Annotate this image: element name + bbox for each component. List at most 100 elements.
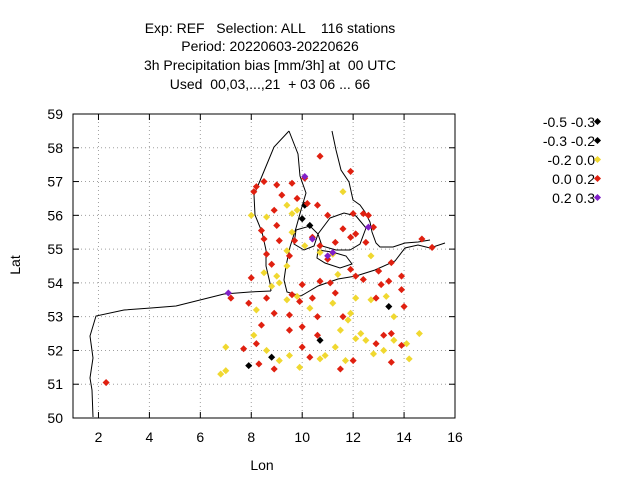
data-point	[357, 330, 365, 338]
data-point	[257, 226, 265, 235]
data-point	[298, 281, 306, 289]
data-point	[306, 221, 314, 230]
data-point	[324, 211, 332, 219]
data-point	[352, 335, 360, 343]
data-point	[288, 228, 296, 236]
data-point	[397, 272, 406, 280]
x-tick-label: 8	[247, 429, 255, 445]
legend-marker	[593, 155, 602, 164]
data-point	[263, 250, 271, 258]
island-zealand	[317, 212, 367, 251]
data-point	[285, 326, 294, 334]
data-point	[293, 194, 301, 202]
data-point	[102, 378, 110, 387]
data-point	[331, 289, 339, 297]
data-point	[288, 291, 296, 299]
chart-title-line-2: Period: 20220603-20220626	[181, 38, 359, 54]
data-point	[275, 279, 283, 287]
data-point	[285, 311, 294, 319]
chart-title-line-4: Used 00,03,...,21 + 03 06 ... 66	[169, 76, 371, 92]
data-point	[308, 235, 316, 243]
data-point	[316, 242, 324, 250]
y-tick-label: 53	[47, 309, 63, 325]
legend-marker	[593, 117, 602, 126]
y-tick-label: 50	[47, 410, 63, 426]
data-point	[306, 353, 314, 361]
data-point	[316, 355, 324, 363]
x-tick-label: 12	[345, 429, 361, 445]
coastline-sweden	[331, 130, 431, 248]
data-point	[364, 223, 372, 231]
data-point	[329, 299, 337, 307]
data-point	[329, 248, 337, 257]
data-point	[252, 306, 260, 314]
data-point	[380, 346, 388, 354]
data-points	[102, 152, 436, 387]
data-point	[316, 152, 324, 160]
x-tick-label: 10	[294, 429, 310, 445]
data-point	[352, 272, 360, 280]
axes-layer: 2 4 6 8 10 12 14 16 50 51 52 53 54 55 56 57 58 59	[47, 106, 463, 445]
y-axis-label: Lat	[7, 255, 23, 275]
x-tick-label: 2	[95, 429, 103, 445]
y-tick-label: 51	[47, 376, 63, 392]
data-point	[387, 358, 395, 366]
data-point	[339, 313, 347, 321]
legend-marker	[593, 193, 602, 202]
chart-title-line-1: Exp: REF Selection: ALL 116 stations	[144, 20, 396, 36]
data-point	[270, 365, 278, 373]
data-point	[275, 237, 283, 245]
data-point	[347, 167, 355, 175]
data-point	[283, 247, 291, 255]
data-point	[293, 206, 301, 214]
data-point	[263, 294, 271, 302]
data-point	[260, 178, 268, 186]
data-point	[385, 277, 393, 285]
data-point	[390, 336, 398, 344]
data-point	[224, 289, 232, 297]
data-point	[385, 302, 393, 311]
plot-frame	[72, 113, 456, 419]
legend-label: -0.3 -0.2	[542, 133, 595, 149]
x-axis-label: Lon	[250, 457, 273, 473]
data-point	[316, 336, 324, 344]
data-point	[301, 242, 309, 250]
data-point	[336, 365, 344, 373]
data-point	[273, 181, 281, 189]
data-point	[339, 225, 347, 233]
data-point	[367, 252, 375, 260]
data-point	[405, 355, 413, 363]
data-point	[380, 331, 388, 339]
data-point	[240, 345, 248, 353]
data-point	[296, 363, 304, 371]
data-point	[288, 210, 296, 218]
data-point	[347, 265, 355, 273]
data-point	[347, 233, 355, 241]
data-point	[316, 277, 324, 285]
data-point	[250, 188, 258, 196]
data-point	[222, 343, 230, 351]
legend-label: 0.0 0.2	[552, 171, 595, 187]
data-point	[268, 260, 276, 268]
data-point	[247, 211, 255, 219]
data-point	[250, 331, 258, 339]
data-point	[257, 321, 265, 329]
legend-label: 0.2 0.3	[552, 190, 595, 206]
data-point	[247, 274, 255, 282]
x-tick-label: 14	[396, 429, 412, 445]
data-point	[260, 269, 268, 277]
data-point	[397, 286, 406, 294]
data-point	[321, 351, 329, 360]
data-point	[260, 235, 268, 243]
data-point	[245, 362, 253, 370]
data-point	[306, 304, 314, 312]
data-point	[263, 346, 271, 354]
data-point	[326, 279, 334, 287]
legend-marker	[593, 136, 602, 145]
chart-title-line-3: 3h Precipitation bias [mm/3h] at 00 UTC	[143, 57, 397, 73]
data-point	[288, 179, 296, 187]
data-point	[283, 262, 291, 270]
data-point	[397, 341, 406, 349]
x-tick-label: 6	[196, 429, 204, 445]
data-point	[255, 360, 263, 368]
